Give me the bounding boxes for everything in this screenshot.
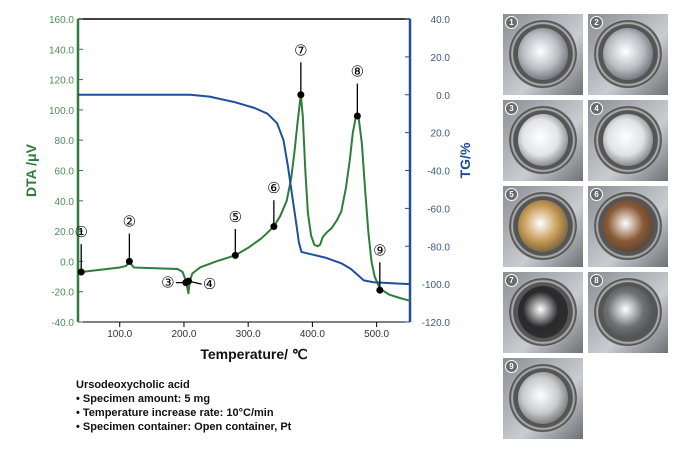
caption-title: Ursodeoxycholic acid [76,379,190,391]
sample-residue [518,28,568,80]
photo-number: 4 [590,102,603,115]
caption-line: • Specimen container: Open container, Pt [76,421,292,433]
right-tick-label: 20.0 [431,53,451,64]
left-tick-label: 160.0 [49,15,74,26]
sample-photo: 3 [503,100,583,181]
caption-line: • Specimen amount: 5 mg [76,393,211,405]
left-tick-label: -40.0 [51,318,74,329]
caption-line: • Temperature increase rate: 10°C/min [76,407,274,419]
right-tick-label: -100.0 [422,280,451,291]
marker-label: ⑨ [373,242,386,259]
left-tick-label: 100.0 [49,106,74,117]
sample-photo: 7 [503,272,583,353]
photo-number: 1 [505,16,518,29]
dta-tg-chart: 100.0 200.0 300.0 400.0 500.0 160.0 140.0 120.0… [23,15,473,362]
caption: Ursodeoxycholic acid • Specimen amount: … [76,378,291,434]
sample-photo: 8 [588,272,668,353]
marker-label: ② [123,214,136,231]
right-tick-label: 40.0 [431,15,451,26]
series-dta-line [77,93,411,302]
marker-label: ① [74,224,87,241]
right-tick-label: -60.0 [427,204,450,215]
x-tick-label: 300.0 [236,329,261,340]
marker-label: ⑧ [351,64,364,81]
x-axis-label: Temperature/ ℃ [200,346,308,362]
x-tick-label: 400.0 [300,329,325,340]
left-tick-label: 60.0 [55,167,75,178]
left-tick-label: 40.0 [55,197,75,208]
photo-number: 5 [505,188,518,201]
sample-residue [518,200,568,252]
sample-photo: 2 [588,14,668,95]
photo-number: 2 [590,16,603,29]
right-tick-label: 0.0 [436,91,450,102]
left-tick-label: 0.0 [60,257,74,268]
sample-residue [603,114,653,166]
marker-label: ⑦ [294,42,307,59]
sample-residue [518,114,568,166]
left-axis-label: DTA /μV [23,143,39,197]
sample-photo: 9 [503,358,583,439]
left-tick-label: 140.0 [49,45,74,56]
photo-number: 8 [590,274,603,287]
left-tick-label: -20.0 [51,288,74,299]
series-tg-line [78,93,411,286]
x-tick-label: 200.0 [171,329,196,340]
right-tick-label: -80.0 [427,242,450,253]
sample-residue [603,200,653,252]
sample-photo-grid: 1 2 3 4 5 6 7 8 9 [503,14,668,439]
sample-photo: 4 [588,100,668,181]
marker-point [270,223,278,231]
photo-number: 3 [505,102,518,115]
left-tick-label: 20.0 [55,227,75,238]
sample-residue [518,372,568,424]
photo-number: 6 [590,188,603,201]
marker-point [353,112,361,120]
sample-residue [518,286,568,338]
right-tick-label: 20.0 [431,129,451,140]
marker-point [297,91,305,99]
marker-label: ⑤ [229,209,242,226]
sample-photo: 1 [503,14,583,95]
sample-photo: 6 [588,186,668,267]
photo-number: 9 [505,360,518,373]
marker-point [125,257,133,265]
sample-residue [603,286,653,338]
sample-residue [603,28,653,80]
marker-label: ④ [203,276,216,293]
marker-label: ⑥ [267,180,280,197]
x-tick-label: 100.0 [107,329,132,340]
right-tick-label: -40.0 [427,167,450,178]
marker-label: ③ [161,275,174,292]
right-tick-label: -120.0 [422,318,451,329]
marker-point [184,277,192,285]
left-tick-label: 120.0 [49,76,74,87]
left-tick-label: 80.0 [55,136,75,147]
right-axis-label: TG/% [457,142,473,178]
marker-point [231,251,239,259]
photo-number: 7 [505,274,518,287]
sample-photo: 5 [503,186,583,267]
marker-point [376,286,384,294]
marker-point [77,268,85,276]
x-tick-label: 500.0 [364,329,389,340]
